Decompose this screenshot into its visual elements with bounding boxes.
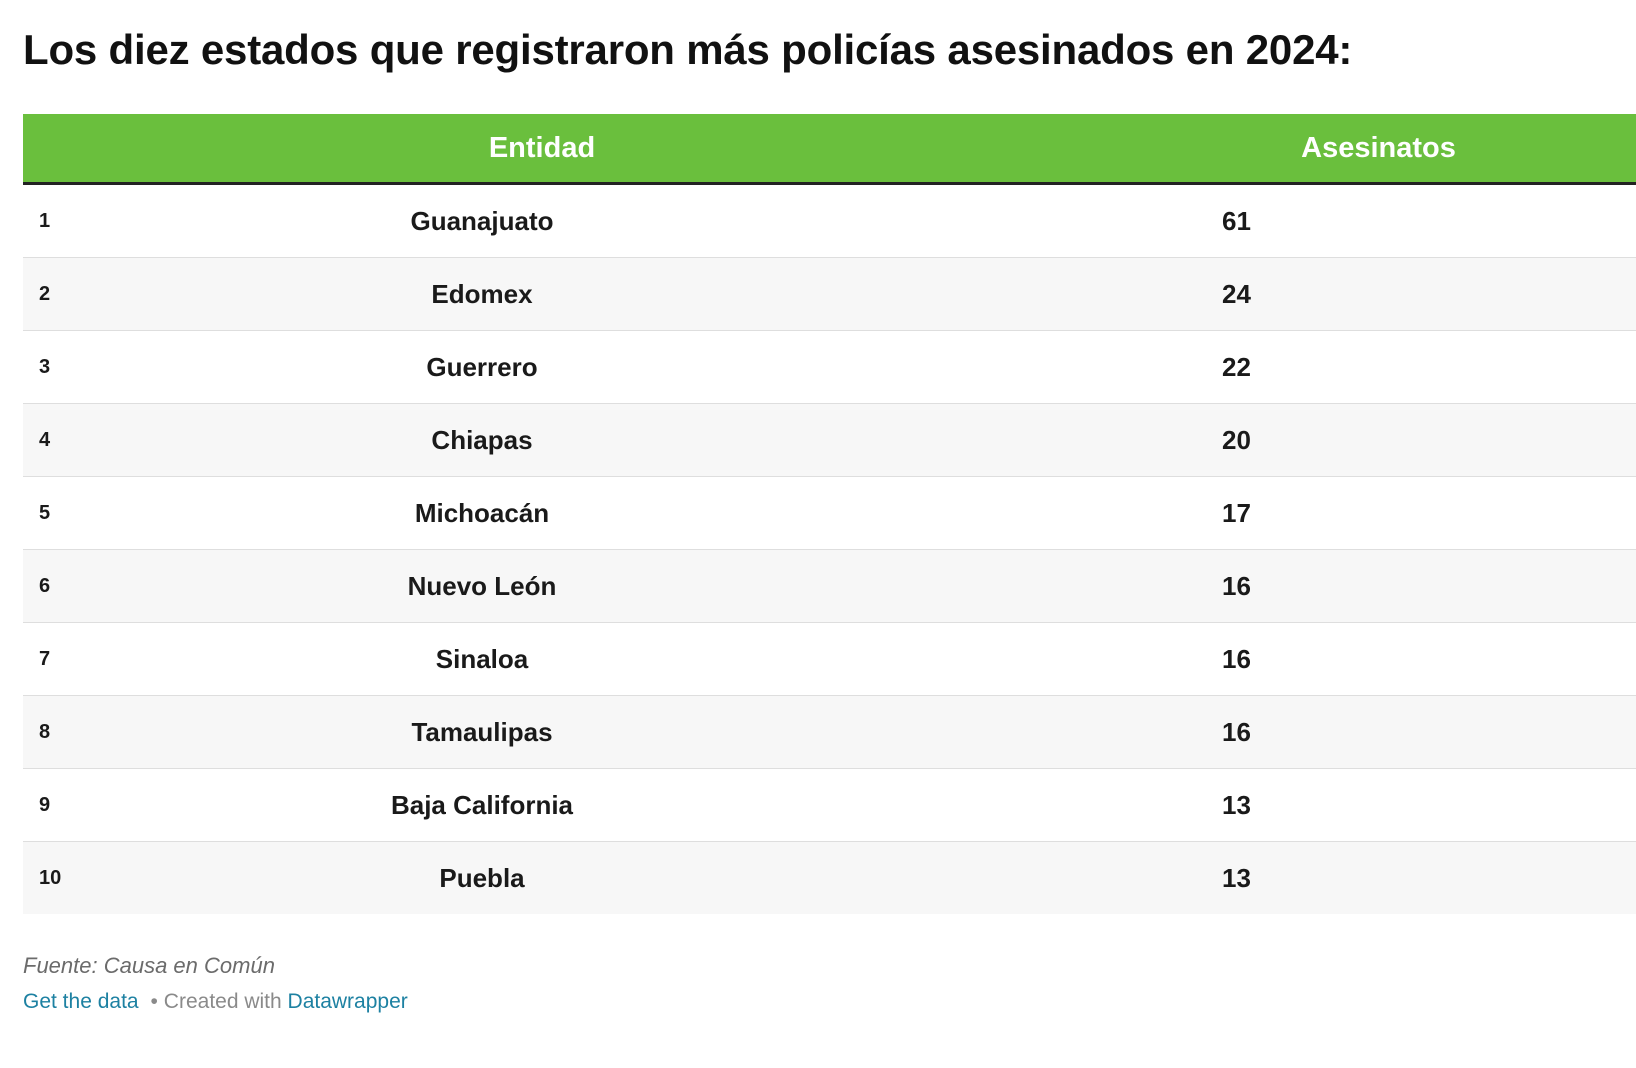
header-value[interactable]: Asesinatos [1301,131,1456,164]
entity-cell: Guanajuato [410,205,554,236]
rank-cell: 7 [39,647,51,670]
datawrapper-link[interactable]: Datawrapper [287,990,408,1013]
table-row: 7 Sinaloa 16 [23,623,1636,696]
entity-cell: Chiapas [431,424,533,455]
footer-separator: • [150,990,158,1013]
rank-cell: 6 [39,574,51,597]
value-cell: 16 [1222,643,1251,674]
data-table: Entidad Asesinatos 1 Guanajuato 61 2 Edomex 2… [23,114,1636,914]
entity-cell: Michoacán [414,497,550,528]
rank-cell: 2 [39,282,51,305]
table-row: 1 Guanajuato 61 [23,185,1636,258]
value-cell: 16 [1222,716,1251,747]
rank-cell: 10 [39,866,62,889]
entity-cell: Tamaulipas [411,716,553,747]
value-cell: 16 [1222,570,1251,601]
rank-cell: 3 [39,355,51,378]
source-note: Fuente: Causa en Común [23,953,275,978]
table-row: 6 Nuevo León 16 [23,550,1636,623]
table-row: 5 Michoacán 17 [23,477,1636,550]
table-row: 8 Tamaulipas 16 [23,696,1636,769]
value-cell: 22 [1222,351,1251,382]
value-cell: 13 [1222,789,1251,820]
page-title: Los diez estados que registraron más pol… [23,26,1353,73]
entity-cell: Nuevo León [407,570,557,601]
entity-cell: Edomex [431,278,533,309]
entity-cell: Puebla [439,862,525,893]
value-cell: 61 [1222,205,1251,236]
table-row: 4 Chiapas 20 [23,404,1636,477]
value-cell: 17 [1222,497,1251,528]
header-entity[interactable]: Entidad [488,131,596,164]
created-with-text: Created with [163,990,282,1013]
entity-cell: Sinaloa [435,643,529,674]
value-cell: 24 [1222,278,1251,309]
table-row: 9 Baja California 13 [23,769,1636,842]
rank-cell: 8 [39,720,51,743]
table-header: Entidad Asesinatos [23,114,1636,185]
table-row: 10 Puebla 13 [23,842,1636,914]
table-row: 2 Edomex 24 [23,258,1636,331]
get-data-link[interactable]: Get the data [23,990,139,1013]
entity-cell: Baja California [390,789,574,820]
rank-cell: 4 [39,428,51,451]
rank-cell: 1 [39,209,51,232]
table-row: 3 Guerrero 22 [23,331,1636,404]
value-cell: 20 [1222,424,1251,455]
rank-cell: 5 [39,501,51,524]
rank-cell: 9 [39,793,51,816]
footer-links: Get the data • Created with Datawrapper [23,984,408,1020]
entity-cell: Guerrero [426,351,538,382]
value-cell: 13 [1222,862,1251,893]
footer: Fuente: Causa en Común Get the data • Cre… [23,948,408,1020]
table-body: 1 Guanajuato 61 2 Edomex 24 3 Guerrero 22 4 Chiapa… [23,185,1636,914]
chart-container: Los diez estados que registraron más pol… [23,0,1636,1013]
